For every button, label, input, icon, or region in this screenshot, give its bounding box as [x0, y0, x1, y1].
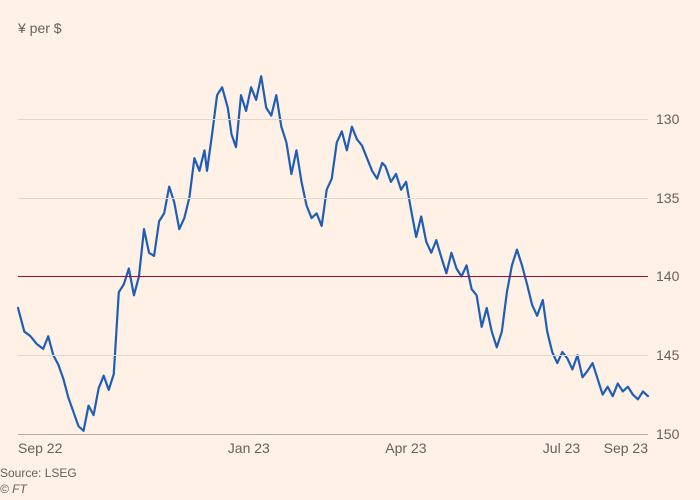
x-tick-label: Jul 23 — [543, 440, 580, 456]
chart-copyright: © FT — [0, 482, 27, 496]
y-tick-label: 140 — [656, 268, 696, 284]
y-tick-label: 135 — [656, 190, 696, 206]
gridline — [18, 434, 648, 435]
y-tick-label: 150 — [656, 426, 696, 442]
yen-dollar-chart: ¥ per $ Source: LSEG © FT 130 135 140 145 15… — [0, 0, 700, 500]
gridline — [18, 198, 648, 199]
yen-per-dollar-line — [18, 76, 648, 431]
chart-source: Source: LSEG — [0, 466, 77, 480]
x-tick-label: Apr 23 — [385, 440, 426, 456]
gridline — [18, 355, 648, 356]
gridline — [18, 119, 648, 120]
x-tick-label: Jan 23 — [228, 440, 270, 456]
plot-area — [18, 40, 648, 434]
y-tick-label: 130 — [656, 111, 696, 127]
gridline — [18, 276, 648, 277]
x-tick-label: Sep 23 — [604, 440, 648, 456]
line-series-svg — [18, 40, 648, 434]
y-tick-label: 145 — [656, 347, 696, 363]
x-tick-label: Sep 22 — [18, 440, 62, 456]
y-axis-title: ¥ per $ — [18, 20, 62, 36]
